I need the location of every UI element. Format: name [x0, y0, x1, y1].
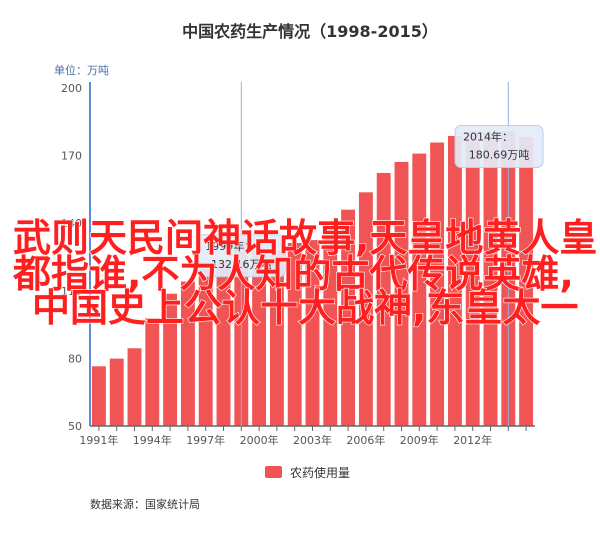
tooltip: 2014年： 180.69万吨 — [454, 124, 544, 168]
overlay-caption: 武则天民间神话故事,天皇地黄人皇 都指谁,不为人知的古代传说英雄, 中国史上公认… — [11, 215, 598, 330]
bar[interactable] — [145, 318, 160, 426]
bar[interactable] — [519, 136, 534, 426]
bar[interactable] — [180, 281, 195, 426]
x-tick-label: 1994年 — [133, 433, 172, 447]
legend-swatch — [265, 466, 282, 478]
bar[interactable] — [430, 142, 445, 426]
bar[interactable] — [358, 192, 373, 426]
x-tick-label: 2012年 — [453, 433, 492, 447]
y-tick-label: 170 — [61, 150, 82, 163]
x-tick-label: 2000年 — [240, 433, 279, 447]
y-tick-label: 200 — [61, 82, 82, 95]
x-tick-label: 2006年 — [346, 433, 385, 447]
bar[interactable] — [287, 243, 302, 426]
bar[interactable] — [109, 358, 124, 426]
x-axis: 1991年 1994年 1997年 2000年 2003年 2006年 2009年 2012年 — [79, 425, 535, 447]
unit-label: 单位：万吨 — [54, 63, 109, 77]
bar[interactable] — [305, 240, 320, 426]
bar[interactable] — [341, 209, 356, 426]
tooltip-value: 180.69万吨 — [469, 148, 530, 161]
tooltip-value: 132.16万吨 — [211, 258, 272, 271]
tooltip-box — [454, 124, 544, 168]
bar[interactable] — [127, 348, 142, 426]
bar[interactable] — [269, 251, 284, 426]
bar[interactable] — [163, 293, 178, 426]
bar[interactable] — [198, 269, 213, 426]
bar[interactable] — [483, 132, 498, 426]
x-tick-label: 1991年 — [79, 433, 118, 447]
bar[interactable] — [394, 161, 409, 426]
overlay-line-2: 都指谁,不为人知的古代传说英雄, — [12, 252, 574, 296]
bar[interactable] — [447, 135, 462, 426]
overlay-line-1: 武则天民间神话故事,天皇地黄人皇 — [13, 216, 597, 260]
source-note: 数据来源：国家统计局 — [90, 497, 200, 511]
y-tick-label: 110 — [61, 285, 82, 298]
legend[interactable]: 农药使用量 — [265, 465, 350, 480]
bar[interactable] — [252, 250, 267, 426]
tooltip: 1999年： 132.16万吨 — [196, 234, 286, 278]
bar[interactable] — [465, 131, 480, 426]
bar[interactable] — [323, 226, 338, 426]
y-axis: 50 80 110 140 170 200 — [61, 82, 91, 433]
y-tick-label: 140 — [61, 217, 82, 230]
legend-label: 农药使用量 — [290, 465, 350, 480]
bar[interactable] — [91, 366, 106, 426]
tooltip-box — [196, 234, 286, 278]
y-tick-label: 50 — [68, 420, 82, 433]
tooltip-label: 1999年： — [205, 239, 255, 253]
x-tick-label: 2003年 — [293, 433, 332, 447]
y-tick-label: 80 — [68, 352, 82, 365]
x-tick-label: 1997年 — [186, 433, 225, 447]
bar[interactable] — [376, 172, 391, 426]
overlay-line-3: 中国史上公认十大战神,东皇太一 — [32, 286, 578, 330]
chart-title: 中国农药生产情况（1998-2015） — [182, 22, 438, 41]
bar[interactable] — [412, 153, 427, 426]
bar[interactable] — [216, 261, 231, 426]
x-tick-label: 2009年 — [400, 433, 439, 447]
tooltip-label: 2014年： — [463, 129, 513, 143]
tooltips: 1999年： 132.16万吨 2014年： 180.69万吨 — [196, 124, 544, 278]
